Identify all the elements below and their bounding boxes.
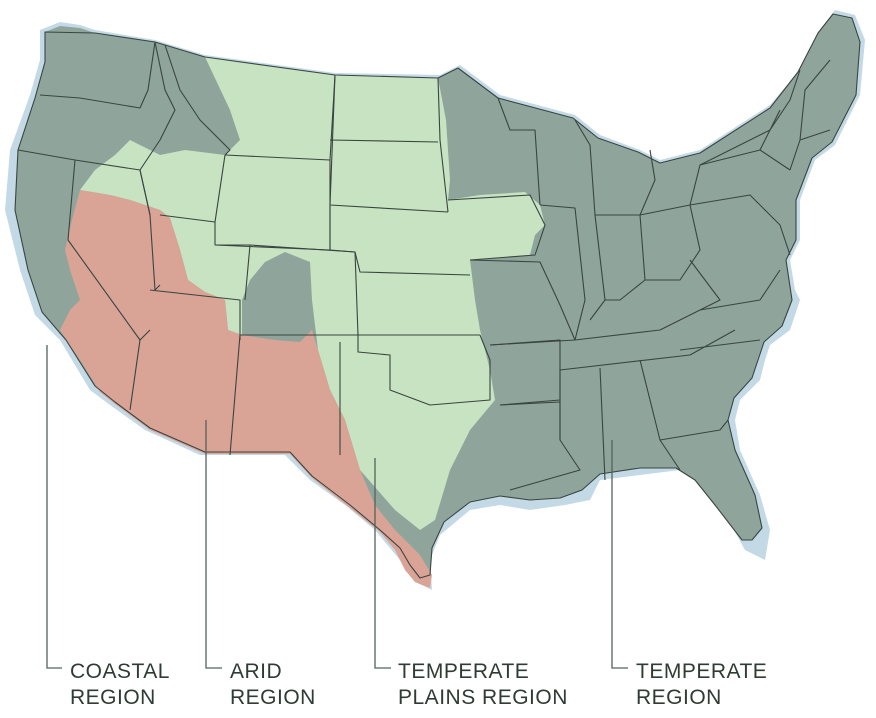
temperate-plains-label-line1: TEMPERATE [398, 660, 529, 683]
arid-region-area [60, 190, 432, 588]
arid-label-line2: REGION [230, 686, 316, 709]
state-boundaries [14, 13, 861, 579]
coastal-label-line2: REGION [70, 686, 156, 709]
temperate-label-line2: REGION [636, 686, 722, 709]
arid-label-line1: ARID [230, 660, 282, 683]
arid-leader-line [205, 420, 222, 669]
temperate-label-line1: TEMPERATE [636, 660, 767, 683]
leader-lines [46, 345, 628, 669]
coastal-label-line1: COASTAL [70, 660, 170, 683]
temperate-plains-leader-line [374, 458, 391, 669]
temperate-leader-line [611, 440, 628, 669]
coastal-leader-line [46, 345, 62, 669]
temperate-plains-label-line2: PLAINS REGION [398, 686, 568, 709]
temperate-plains-region-area [80, 57, 545, 530]
region-labels: COASTAL REGION ARID REGION TEMPERATE PLA… [70, 660, 767, 709]
